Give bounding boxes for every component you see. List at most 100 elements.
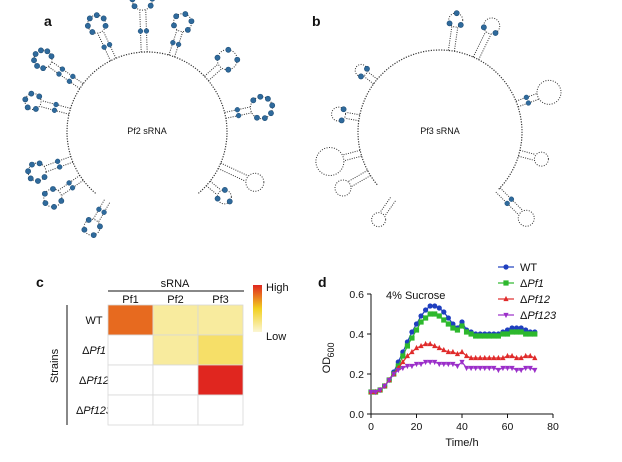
rna-a-stem-strand — [102, 30, 117, 59]
chart-point — [436, 344, 442, 351]
rna-b-stem-strand — [499, 187, 524, 211]
heatmap-row-label: ΔPf1 — [82, 345, 106, 357]
chart-point — [532, 331, 538, 337]
rna-a-stem-strand — [224, 106, 251, 113]
chart-point — [477, 365, 483, 372]
chart-point — [491, 354, 497, 361]
chart-ylabel-sub: 600 — [326, 342, 336, 357]
rna-a-stem-strand — [220, 162, 249, 177]
rna-a-nucleotide — [143, 28, 150, 34]
rna-a-nucleotide — [51, 107, 58, 113]
chart-point — [495, 367, 501, 374]
heatmap-cell — [197, 304, 244, 336]
panel-c-letter: c — [36, 274, 44, 290]
rna-b-stem-strand — [495, 191, 519, 216]
rna-a-stem-strand — [41, 100, 71, 109]
heatmap-cell — [197, 364, 244, 396]
chart-point — [404, 352, 410, 359]
chart-point — [518, 354, 524, 361]
chart-point — [523, 352, 529, 359]
rna-structure-a — [22, 0, 276, 238]
chart-point — [509, 329, 515, 335]
rna-b-backbone — [357, 49, 523, 191]
rna-a-nucleotide — [70, 73, 76, 80]
chart-point — [372, 389, 379, 396]
rna-a-nucleotide — [31, 57, 37, 64]
rna-a-nucleotide — [171, 22, 177, 29]
heatmap-cell — [152, 334, 199, 366]
chart-point — [477, 354, 483, 361]
chart-point — [504, 327, 511, 333]
rna-a-nucleotide — [36, 160, 43, 167]
chart-point — [514, 325, 520, 331]
heatmap-cell — [107, 364, 154, 396]
rna-a-nucleotide — [173, 13, 180, 20]
rna-b-nucleotide — [525, 100, 532, 106]
rna-a-stem-strand — [61, 179, 84, 196]
panel-b-letter: b — [312, 13, 321, 29]
chart-point — [441, 346, 447, 353]
chart-point — [509, 352, 515, 359]
chart-y-tick-label: 0.2 — [349, 369, 364, 381]
heatmap-cell — [107, 304, 154, 336]
legend-marker — [503, 264, 509, 270]
rna-a-nucleotide — [32, 51, 39, 57]
chart-point — [459, 319, 465, 325]
rna-a-hairpin-loop — [24, 92, 42, 110]
chart-point — [463, 365, 470, 372]
chart-point — [514, 329, 520, 335]
rna-a-nucleotide — [175, 41, 182, 48]
chart-point — [427, 340, 433, 347]
chart-x-tick-label: 40 — [456, 421, 468, 433]
rna-a-nucleotide — [225, 66, 232, 73]
legend-marker — [503, 312, 509, 319]
chart-y-tick-label: 0.6 — [349, 289, 364, 301]
rna-a-nucleotide — [32, 106, 39, 112]
chart-point — [523, 331, 529, 337]
chart-point — [409, 348, 415, 355]
chart-point — [532, 354, 538, 361]
heatmap-cell — [197, 334, 244, 366]
heatmap-col-label: Pf2 — [167, 294, 184, 306]
rna-a-nucleotide — [86, 15, 93, 22]
rna-a-nucleotide — [24, 104, 31, 111]
chart-point — [432, 342, 438, 349]
chart-xlabel: Time/h — [445, 437, 478, 449]
rna-b-stem-strand — [453, 27, 459, 52]
rna-a-stem-strand — [204, 63, 219, 77]
rna-a-nucleotide — [66, 78, 73, 84]
chart-point — [418, 361, 424, 368]
chart-point — [404, 363, 410, 370]
rna-a-nucleotide — [225, 46, 232, 53]
chart-legend: WT ΔPf1 ΔPf12 ΔPf123 — [498, 262, 557, 322]
rna-b-stem-strand — [478, 34, 492, 60]
chart-point — [427, 311, 433, 317]
chart-point — [432, 303, 438, 309]
chart-point — [504, 352, 511, 359]
rna-a-nucleotide — [265, 95, 271, 102]
chart-point — [523, 327, 529, 333]
rna-a-nucleotide — [214, 54, 221, 61]
rna-a-nucleotide — [147, 2, 154, 9]
rna-a-nucleotide — [221, 187, 228, 193]
rna-a-nucleotide — [89, 29, 96, 35]
rna-a-nucleotide — [58, 197, 65, 204]
rna-a-nucleotide — [90, 232, 97, 238]
chart-point — [482, 333, 488, 339]
heatmap-cell — [107, 394, 154, 426]
rna-b-hairpin-loop — [517, 209, 535, 227]
rna-a-stem-strand — [97, 33, 111, 61]
rna-a-nucleotide — [234, 107, 240, 113]
rna-b-stem-strand — [351, 175, 371, 188]
heatmap-legend-low: Low — [266, 331, 286, 343]
legend-label: WT — [520, 262, 537, 274]
chart-point — [445, 315, 451, 321]
rna-a-stem-strand — [48, 66, 81, 89]
chart-point — [518, 325, 524, 331]
chart-point — [418, 313, 424, 319]
heatmap-col-label: Pf1 — [122, 294, 139, 306]
rna-b-nucleotide — [480, 24, 487, 31]
rna-a-nucleotide — [48, 53, 55, 60]
rna-a-nucleotide — [85, 217, 92, 223]
rna-a-stem-strand — [209, 180, 222, 191]
